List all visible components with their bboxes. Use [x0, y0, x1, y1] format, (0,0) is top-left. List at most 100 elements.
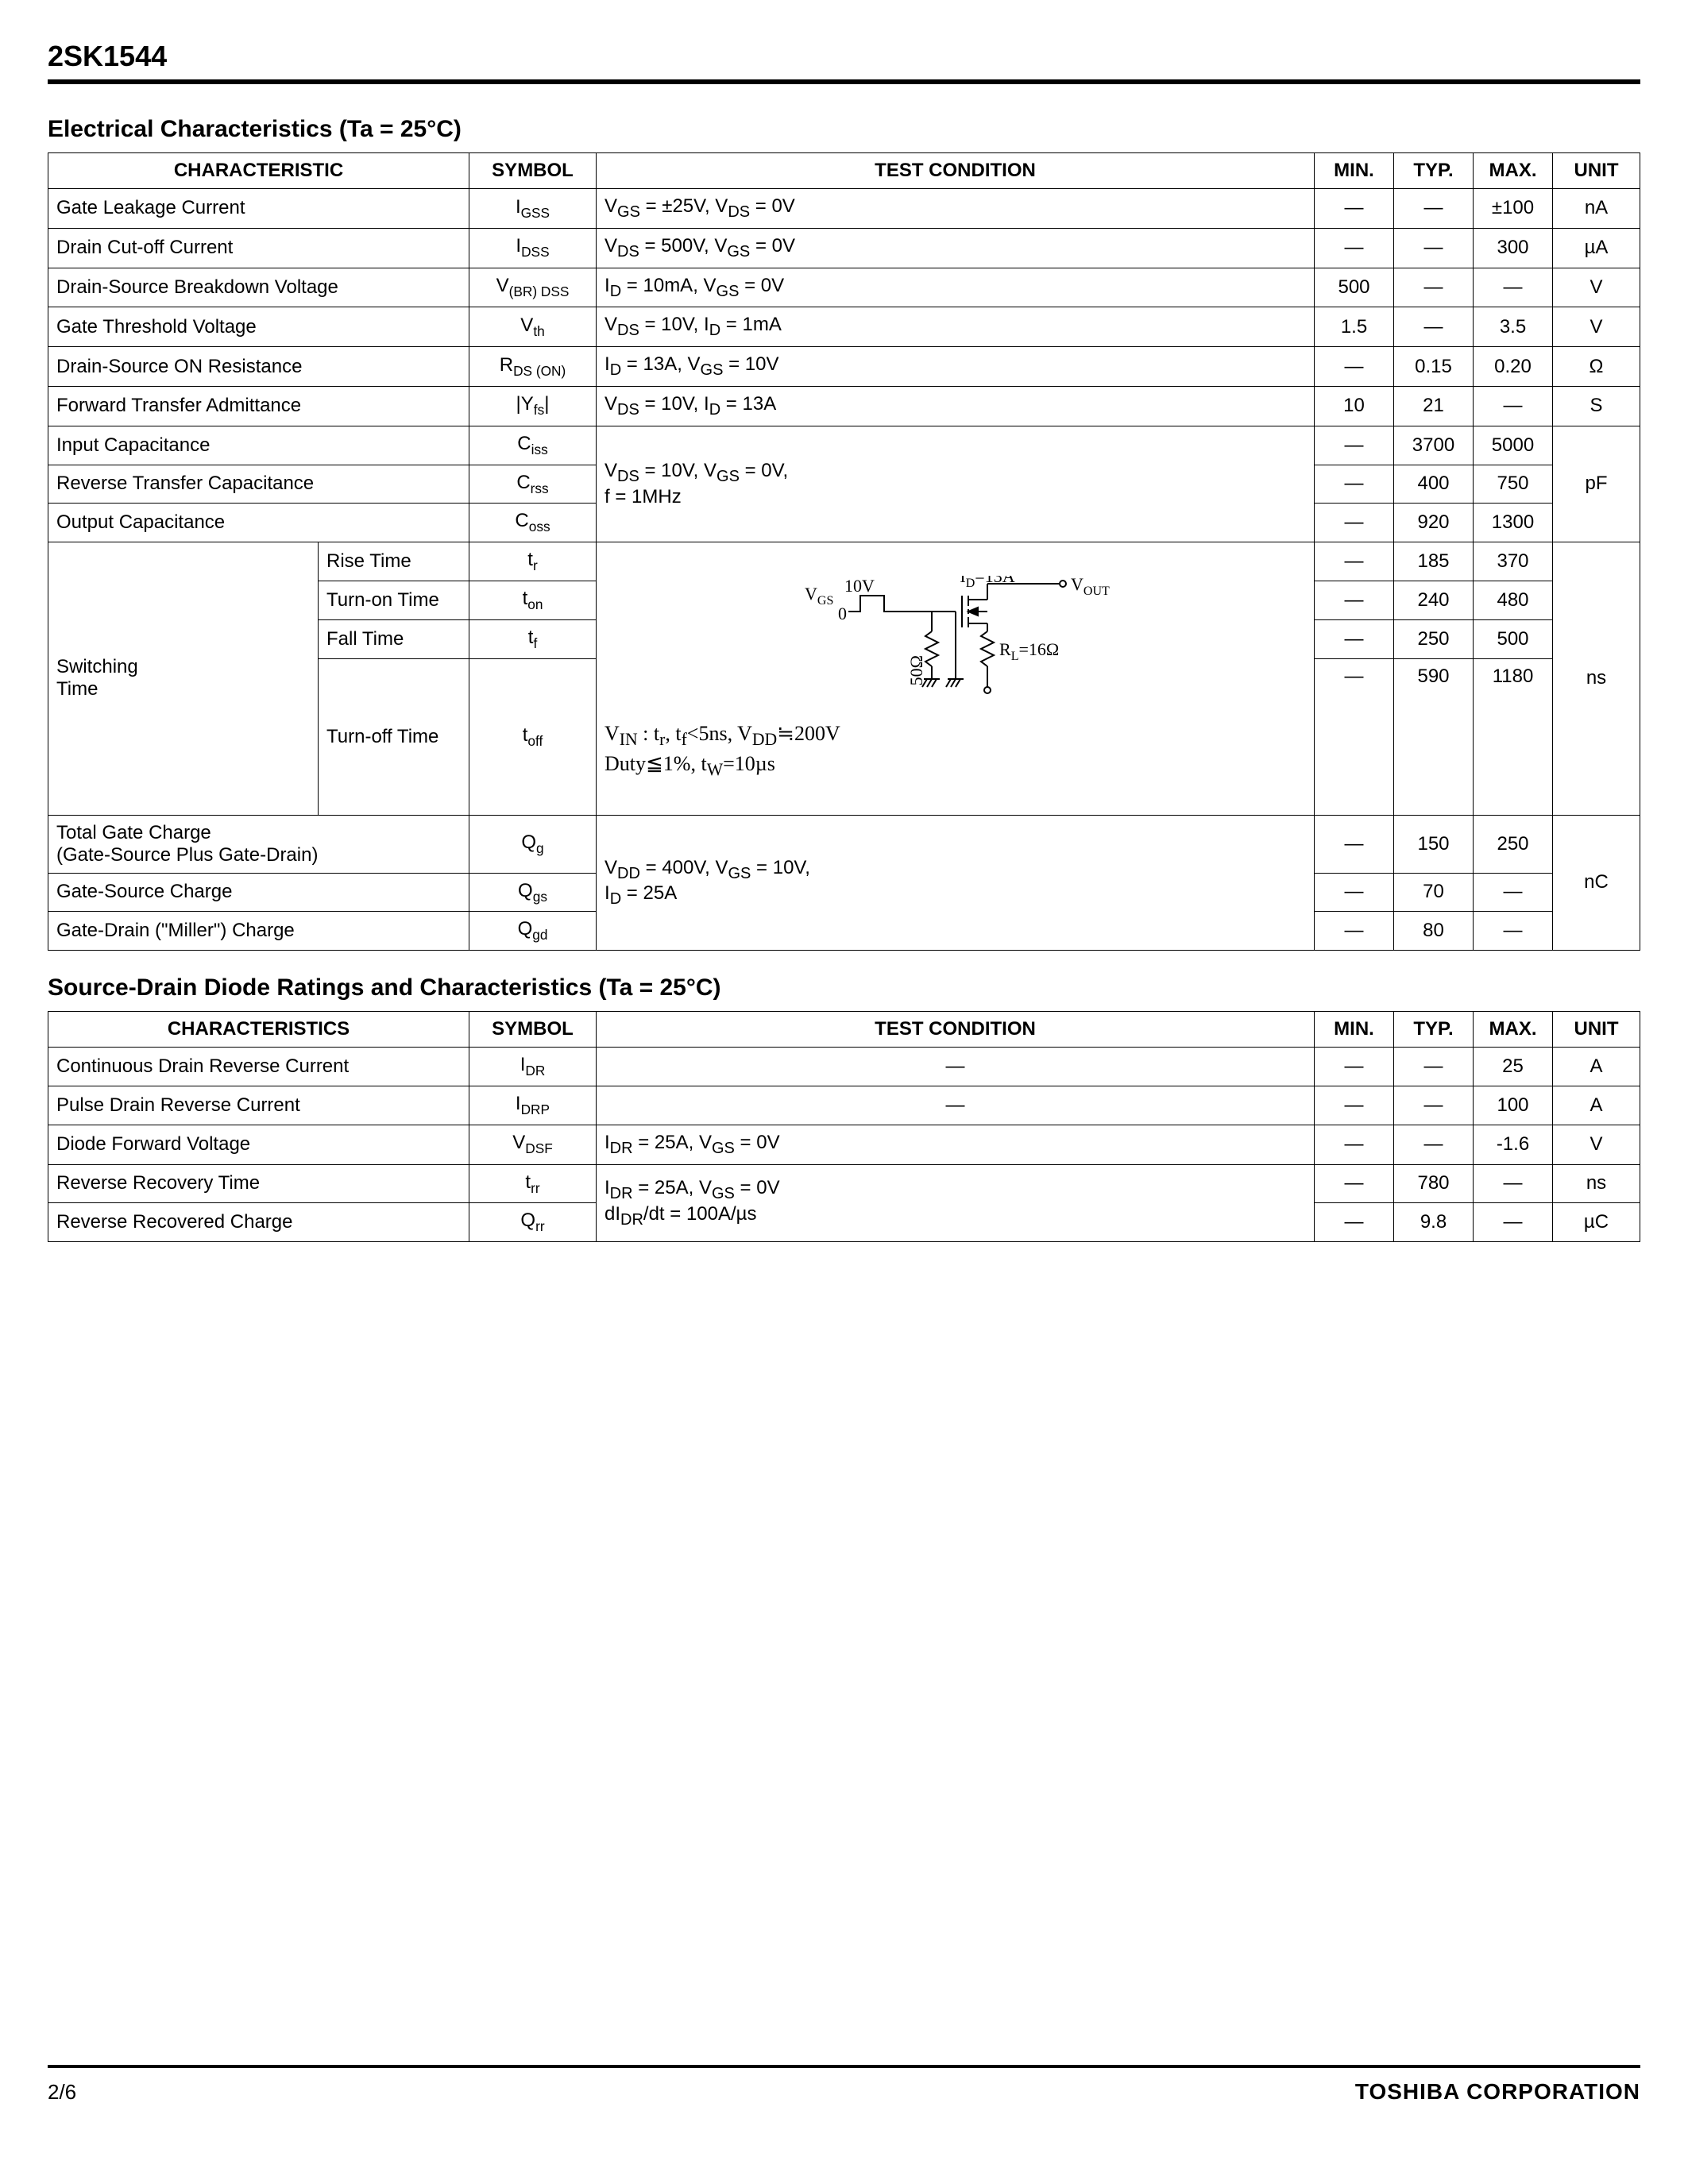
- char-cell: Reverse Recovered Charge: [48, 1203, 469, 1242]
- cond-cell: VDS = 500V, VGS = 0V: [597, 228, 1315, 268]
- col-min: MIN.: [1315, 1012, 1394, 1048]
- col-unit: UNIT: [1553, 153, 1640, 189]
- cond-cell: ID = 10mA, VGS = 0V: [597, 268, 1315, 307]
- min-cell: —: [1315, 542, 1394, 581]
- col-min: MIN.: [1315, 153, 1394, 189]
- symbol-cell: RDS (ON): [469, 347, 597, 387]
- symbol-cell: IGSS: [469, 189, 597, 229]
- symbol-cell: Qg: [469, 815, 597, 873]
- typ-cell: 920: [1394, 504, 1474, 542]
- max-cell: —: [1474, 912, 1553, 951]
- col-characteristic: CHARACTERISTIC: [48, 153, 469, 189]
- col-condition: TEST CONDITION: [597, 1012, 1315, 1048]
- min-cell: —: [1315, 1086, 1394, 1125]
- symbol-cell: Qrr: [469, 1203, 597, 1242]
- unit-cell: S: [1553, 386, 1640, 426]
- table-row: Drain-Source ON Resistance RDS (ON) ID =…: [48, 347, 1640, 387]
- symbol-cell: VDSF: [469, 1125, 597, 1164]
- symbol-cell: Coss: [469, 504, 597, 542]
- datasheet-page: 2SK1544 Electrical Characteristics (Ta =…: [48, 40, 1640, 2105]
- min-cell: —: [1315, 504, 1394, 542]
- table-row: Forward Transfer Admittance |Yfs| VDS = …: [48, 386, 1640, 426]
- diode-ratings-table: CHARACTERISTICS SYMBOL TEST CONDITION MI…: [48, 1011, 1640, 1242]
- typ-cell: 780: [1394, 1164, 1474, 1203]
- typ-cell: 9.8: [1394, 1203, 1474, 1242]
- circuit-label: 50Ω: [906, 655, 926, 685]
- typ-cell: 70: [1394, 873, 1474, 912]
- max-cell: 370: [1474, 542, 1553, 581]
- typ-cell: —: [1394, 268, 1474, 307]
- cond-cell: IDR = 25A, VGS = 0V: [597, 1125, 1315, 1164]
- symbol-cell: ton: [469, 581, 597, 619]
- unit-cell: A: [1553, 1086, 1640, 1125]
- table-row: Diode Forward Voltage VDSF IDR = 25A, VG…: [48, 1125, 1640, 1164]
- cond-cell: —: [597, 1086, 1315, 1125]
- typ-cell: —: [1394, 1125, 1474, 1164]
- typ-cell: —: [1394, 307, 1474, 347]
- unit-cell: pF: [1553, 426, 1640, 542]
- table-header-row: CHARACTERISTICS SYMBOL TEST CONDITION MI…: [48, 1012, 1640, 1048]
- header-rule: [48, 79, 1640, 84]
- switching-group-cell: SwitchingTime: [48, 542, 319, 815]
- char-cell: Forward Transfer Admittance: [48, 386, 469, 426]
- char-cell: Diode Forward Voltage: [48, 1125, 469, 1164]
- circuit-label: 0: [838, 604, 847, 623]
- section2-title: Source-Drain Diode Ratings and Character…: [48, 974, 1640, 1001]
- char-cell: Continuous Drain Reverse Current: [48, 1048, 469, 1086]
- typ-cell: 80: [1394, 912, 1474, 951]
- symbol-cell: |Yfs|: [469, 386, 597, 426]
- max-cell: 5000: [1474, 426, 1553, 465]
- table-row: SwitchingTime Rise Time tr VGS 10V 0: [48, 542, 1640, 581]
- section1-title: Electrical Characteristics (Ta = 25°C): [48, 116, 1640, 143]
- unit-cell: V: [1553, 307, 1640, 347]
- switching-circuit-diagram: VGS 10V 0: [773, 576, 1138, 711]
- min-cell: 10: [1315, 386, 1394, 426]
- col-symbol: SYMBOL: [469, 153, 597, 189]
- part-number: 2SK1544: [48, 40, 1640, 73]
- col-characteristic: CHARACTERISTICS: [48, 1012, 469, 1048]
- unit-cell: ns: [1553, 542, 1640, 815]
- char-cell: Input Capacitance: [48, 426, 469, 465]
- table-header-row: CHARACTERISTIC SYMBOL TEST CONDITION MIN…: [48, 153, 1640, 189]
- char-cell: Drain Cut-off Current: [48, 228, 469, 268]
- max-cell: 100: [1474, 1086, 1553, 1125]
- typ-cell: —: [1394, 228, 1474, 268]
- cond-cell: —: [597, 1048, 1315, 1086]
- min-cell: —: [1315, 426, 1394, 465]
- char-cell: Gate-Source Charge: [48, 873, 469, 912]
- circuit-label: RL=16Ω: [999, 639, 1059, 663]
- typ-cell: 185: [1394, 542, 1474, 581]
- symbol-cell: IDRP: [469, 1086, 597, 1125]
- char-cell: Reverse Transfer Capacitance: [48, 465, 469, 504]
- max-cell: 250: [1474, 815, 1553, 873]
- min-cell: —: [1315, 581, 1394, 619]
- char-cell: Turn-on Time: [319, 581, 469, 619]
- min-cell: —: [1315, 912, 1394, 951]
- typ-cell: 0.15: [1394, 347, 1474, 387]
- unit-cell: ns: [1553, 1164, 1640, 1203]
- table-row: Pulse Drain Reverse Current IDRP — — — 1…: [48, 1086, 1640, 1125]
- cond-cell: VDS = 10V, ID = 13A: [597, 386, 1315, 426]
- max-cell: 1180: [1474, 658, 1553, 815]
- char-cell: Pulse Drain Reverse Current: [48, 1086, 469, 1125]
- unit-cell: nA: [1553, 189, 1640, 229]
- min-cell: 500: [1315, 268, 1394, 307]
- col-max: MAX.: [1474, 153, 1553, 189]
- electrical-characteristics-table: CHARACTERISTIC SYMBOL TEST CONDITION MIN…: [48, 152, 1640, 951]
- table-row: Total Gate Charge(Gate-Source Plus Gate-…: [48, 815, 1640, 873]
- max-cell: —: [1474, 386, 1553, 426]
- max-cell: -1.6: [1474, 1125, 1553, 1164]
- circuit-label: VOUT: [1071, 576, 1110, 598]
- unit-cell: A: [1553, 1048, 1640, 1086]
- table-row: Gate Threshold Voltage Vth VDS = 10V, ID…: [48, 307, 1640, 347]
- char-cell: Gate-Drain ("Miller") Charge: [48, 912, 469, 951]
- circuit-label: VGS: [805, 584, 833, 608]
- typ-cell: —: [1394, 1086, 1474, 1125]
- unit-cell: Ω: [1553, 347, 1640, 387]
- max-cell: ±100: [1474, 189, 1553, 229]
- min-cell: —: [1315, 347, 1394, 387]
- symbol-cell: Ciss: [469, 426, 597, 465]
- min-cell: —: [1315, 1125, 1394, 1164]
- cond-cell: ID = 13A, VGS = 10V: [597, 347, 1315, 387]
- min-cell: 1.5: [1315, 307, 1394, 347]
